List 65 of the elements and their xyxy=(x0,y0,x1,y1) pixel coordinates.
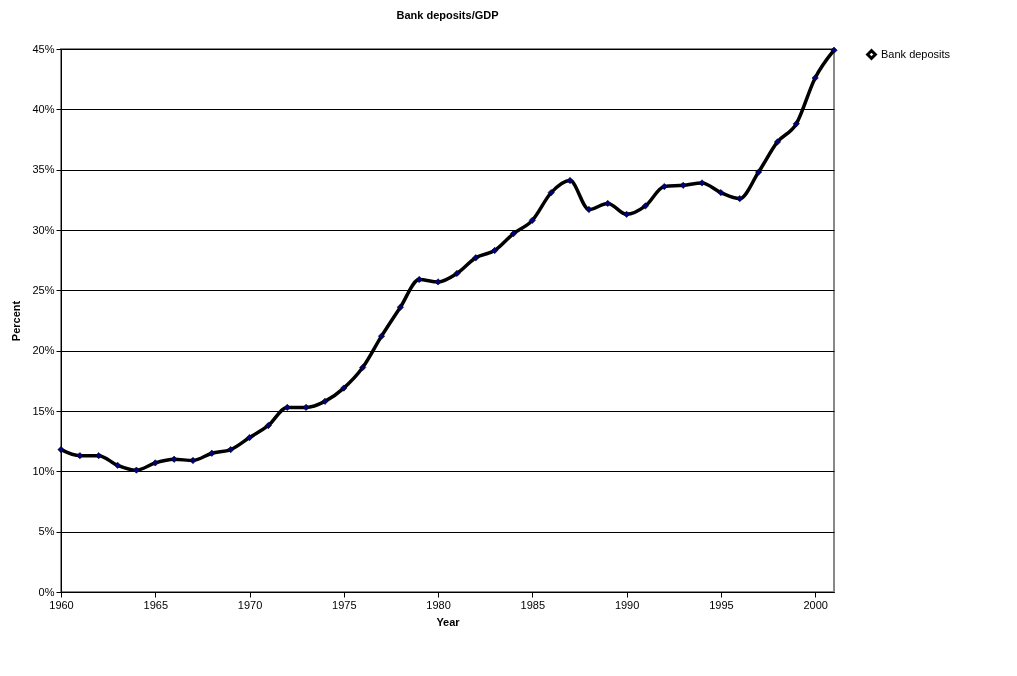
point xyxy=(585,206,593,213)
point xyxy=(736,195,744,203)
point xyxy=(132,466,140,474)
y-tick-label: 25% xyxy=(32,283,55,296)
point xyxy=(510,230,517,238)
point xyxy=(76,452,84,460)
x-tick-label: 1965 xyxy=(143,598,169,611)
point xyxy=(623,210,631,218)
chart-title: Bank deposits/GDP xyxy=(396,9,499,21)
point xyxy=(604,199,612,207)
x-tick-label: 1960 xyxy=(49,598,74,611)
point xyxy=(830,46,838,54)
point xyxy=(755,168,763,176)
point xyxy=(95,452,103,460)
point xyxy=(679,181,687,189)
point xyxy=(472,254,480,262)
point xyxy=(246,434,253,442)
point xyxy=(359,364,367,372)
y-tick-label: 15% xyxy=(32,404,55,417)
x-tick-label: 1985 xyxy=(520,598,546,611)
point xyxy=(773,138,781,146)
y-tick-label: 30% xyxy=(32,223,55,236)
point xyxy=(264,422,272,429)
y-tick-label: 45% xyxy=(32,42,55,55)
point xyxy=(698,179,706,187)
point xyxy=(170,455,178,463)
point xyxy=(57,446,65,454)
x-tick-label: 1970 xyxy=(237,598,263,611)
point xyxy=(378,332,385,340)
y-tick-label: 35% xyxy=(32,163,55,176)
x-axis-title: Year xyxy=(436,615,461,628)
x-tick-label: 2000 xyxy=(803,598,828,611)
point xyxy=(114,461,122,469)
y-tick-label: 0% xyxy=(38,585,55,598)
point xyxy=(660,183,668,191)
point xyxy=(227,446,235,454)
point xyxy=(151,459,159,467)
point xyxy=(453,269,461,277)
y-tick-label: 5% xyxy=(38,525,55,538)
point xyxy=(566,177,574,184)
y-tick-label: 10% xyxy=(32,464,55,477)
point xyxy=(321,397,329,405)
x-tick-label: 1980 xyxy=(426,598,451,611)
x-tick-label: 1995 xyxy=(709,598,734,611)
point xyxy=(189,457,197,464)
point xyxy=(434,278,442,286)
point xyxy=(811,74,819,82)
point xyxy=(302,403,310,411)
legend-label: Bank deposits xyxy=(881,47,951,60)
point xyxy=(415,276,423,283)
point xyxy=(396,303,404,311)
point xyxy=(340,384,348,392)
point xyxy=(208,449,216,457)
y-tick-label: 40% xyxy=(32,102,55,115)
point xyxy=(491,247,499,254)
point xyxy=(528,216,536,224)
point xyxy=(547,189,555,197)
point xyxy=(717,189,725,197)
y-tick-label: 20% xyxy=(32,344,55,357)
point xyxy=(283,403,291,411)
point xyxy=(642,202,649,210)
point xyxy=(792,120,800,128)
x-tick-label: 1990 xyxy=(614,598,640,611)
y-axis-title: Percent xyxy=(10,300,23,342)
x-tick-label: 1975 xyxy=(332,598,357,611)
